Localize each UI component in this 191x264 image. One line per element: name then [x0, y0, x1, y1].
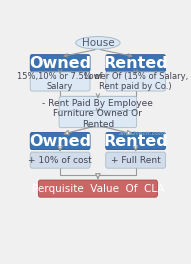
- Text: Owned: Owned: [29, 134, 91, 149]
- FancyBboxPatch shape: [30, 55, 90, 72]
- FancyBboxPatch shape: [59, 111, 137, 128]
- Text: am22tech.com: am22tech.com: [119, 131, 166, 136]
- Text: Rented: Rented: [103, 134, 168, 149]
- FancyBboxPatch shape: [106, 152, 166, 168]
- FancyBboxPatch shape: [30, 152, 90, 168]
- Text: Furniture Owned Or
Rented: Furniture Owned Or Rented: [53, 109, 142, 129]
- FancyBboxPatch shape: [30, 133, 90, 150]
- FancyBboxPatch shape: [106, 55, 166, 72]
- Text: House: House: [82, 38, 114, 48]
- Text: - Rent Paid By Employee: - Rent Paid By Employee: [42, 99, 153, 108]
- Ellipse shape: [76, 36, 120, 49]
- FancyBboxPatch shape: [106, 133, 166, 150]
- FancyBboxPatch shape: [30, 72, 90, 91]
- FancyBboxPatch shape: [59, 96, 137, 111]
- Text: Rented: Rented: [103, 56, 168, 71]
- Text: Lower Of (15% of Salary,
Rent paid by Co.): Lower Of (15% of Salary, Rent paid by Co…: [83, 72, 188, 91]
- FancyBboxPatch shape: [106, 72, 166, 91]
- Text: Owned: Owned: [29, 56, 91, 71]
- Text: + Full Rent: + Full Rent: [111, 156, 160, 165]
- Text: 15%,10% or 7.5% of
Salary: 15%,10% or 7.5% of Salary: [17, 72, 103, 91]
- Text: + 10% of cost: + 10% of cost: [28, 156, 92, 165]
- FancyBboxPatch shape: [38, 180, 157, 197]
- Text: Perquisite  Value  Of  CLA: Perquisite Value Of CLA: [32, 184, 164, 194]
